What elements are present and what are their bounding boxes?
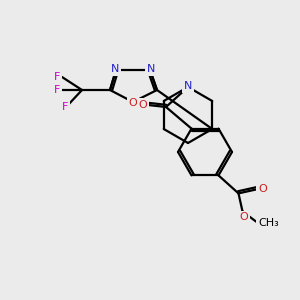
Text: F: F <box>54 85 60 95</box>
Text: N: N <box>184 81 192 91</box>
Text: CH₃: CH₃ <box>258 218 279 228</box>
Text: O: O <box>139 100 147 110</box>
Text: O: O <box>239 212 248 222</box>
Text: N: N <box>147 64 155 74</box>
Text: F: F <box>62 102 68 112</box>
Text: F: F <box>54 72 60 82</box>
Text: N: N <box>111 64 119 74</box>
Text: O: O <box>258 184 267 194</box>
Text: O: O <box>129 98 137 108</box>
